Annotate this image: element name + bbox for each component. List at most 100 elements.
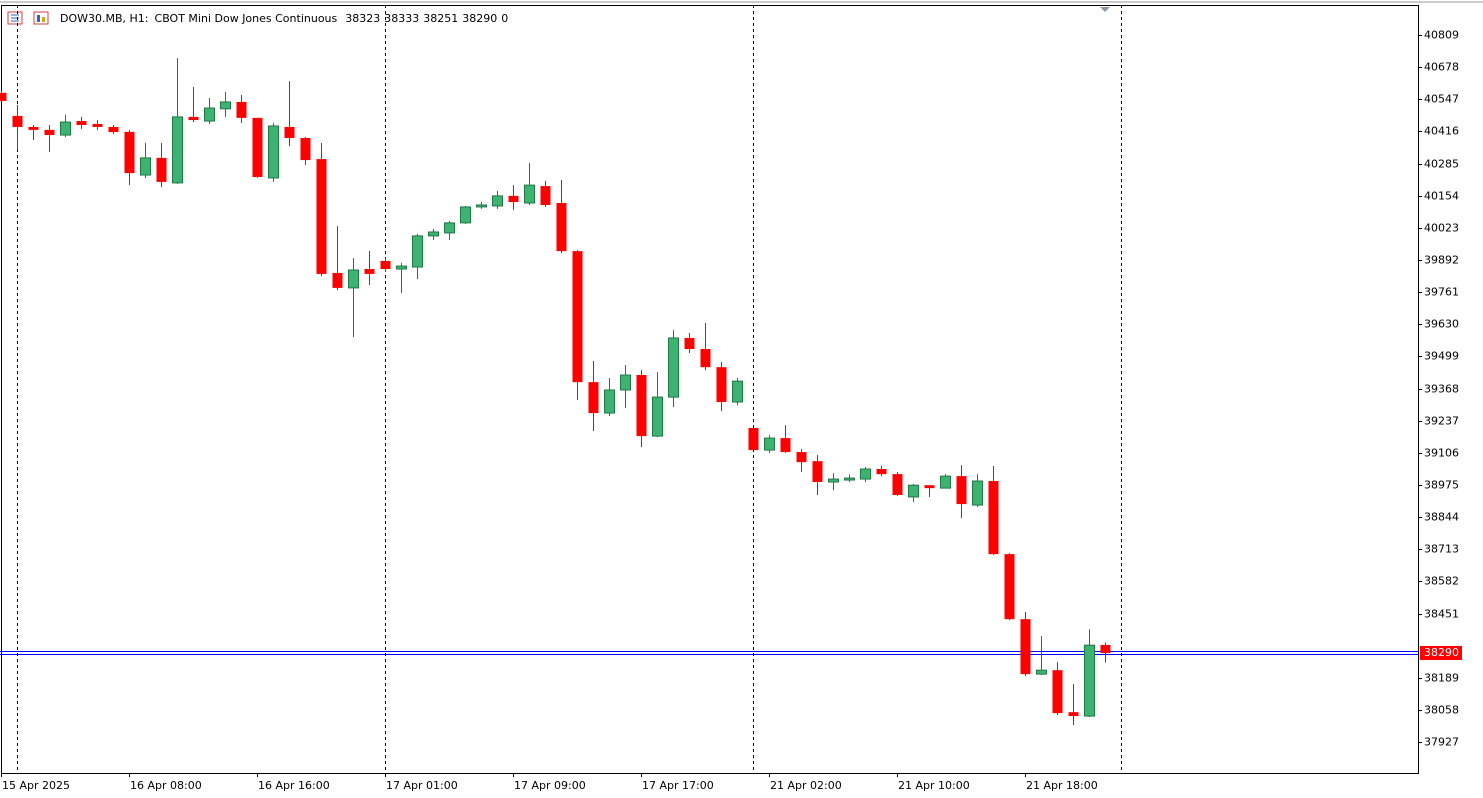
candle-body bbox=[668, 337, 679, 398]
candle-body bbox=[300, 137, 311, 161]
candle-body bbox=[28, 126, 39, 130]
candle-body bbox=[380, 260, 391, 270]
candle-body bbox=[524, 184, 535, 204]
candle-body bbox=[988, 481, 999, 555]
x-tick-label: 17 Apr 01:00 bbox=[386, 779, 458, 792]
x-tick-label: 16 Apr 08:00 bbox=[130, 779, 202, 792]
header-description: CBOT Mini Dow Jones Continuous bbox=[155, 12, 338, 25]
y-tick-label: 38975 bbox=[1424, 479, 1459, 492]
y-tick-label: 39630 bbox=[1424, 318, 1459, 331]
chart-header: DOW30.MB, H1: CBOT Mini Dow Jones Continu… bbox=[60, 12, 508, 25]
x-tick-label: 21 Apr 18:00 bbox=[1026, 779, 1098, 792]
y-tick-label: 40678 bbox=[1424, 61, 1459, 74]
candle-body bbox=[956, 476, 967, 505]
candle-body bbox=[1068, 712, 1079, 717]
shift-marker bbox=[1100, 7, 1110, 12]
candle-body bbox=[172, 116, 183, 184]
candle-body bbox=[780, 438, 791, 453]
candle-body bbox=[236, 101, 247, 118]
candle-body bbox=[188, 116, 199, 121]
x-tick-label: 17 Apr 09:00 bbox=[514, 779, 586, 792]
y-tick-label: 38058 bbox=[1424, 704, 1459, 717]
candle-body bbox=[716, 367, 727, 403]
candle-body bbox=[156, 157, 167, 182]
candle-body bbox=[972, 480, 983, 506]
y-tick-label: 38582 bbox=[1424, 575, 1459, 588]
candle-body bbox=[332, 272, 343, 288]
y-tick-label: 40416 bbox=[1424, 125, 1459, 138]
candle-body bbox=[1084, 644, 1095, 717]
candle-body bbox=[588, 382, 599, 414]
candle-body bbox=[844, 477, 855, 481]
candle-body bbox=[876, 468, 887, 475]
candle-body bbox=[604, 389, 615, 414]
candle-body bbox=[396, 265, 407, 270]
candle-body bbox=[44, 129, 55, 136]
candle-body bbox=[204, 107, 215, 122]
candle-body bbox=[252, 117, 263, 178]
candle-body bbox=[428, 231, 439, 237]
candle-body bbox=[860, 468, 871, 480]
candle-body bbox=[812, 461, 823, 482]
candle-body bbox=[908, 484, 919, 498]
candle-body bbox=[1036, 669, 1047, 675]
candle-body bbox=[828, 478, 839, 483]
header-value: 38333 bbox=[384, 12, 419, 25]
y-tick-label: 38451 bbox=[1424, 608, 1459, 621]
candle-body bbox=[508, 195, 519, 203]
x-tick-label: 15 Apr 2025 bbox=[2, 779, 70, 792]
candle-body bbox=[444, 222, 455, 234]
candle-body bbox=[1004, 554, 1015, 620]
candle-body bbox=[652, 396, 663, 437]
candle-body bbox=[1100, 644, 1111, 654]
candle-body bbox=[764, 437, 775, 451]
candle-body bbox=[476, 204, 487, 208]
header-value: 38323 bbox=[345, 12, 380, 25]
candle-body bbox=[460, 206, 471, 224]
y-tick-label: 38844 bbox=[1424, 511, 1459, 524]
candle-body bbox=[124, 131, 135, 174]
candle-body bbox=[92, 124, 103, 127]
candle-body bbox=[732, 380, 743, 403]
x-tick-label: 17 Apr 17:00 bbox=[642, 779, 714, 792]
candle-body bbox=[1052, 670, 1063, 714]
candle-body bbox=[108, 126, 119, 133]
candle-body bbox=[348, 269, 359, 289]
x-tick-label: 16 Apr 16:00 bbox=[258, 779, 330, 792]
y-tick-label: 38189 bbox=[1424, 672, 1459, 685]
candle-body bbox=[684, 337, 695, 350]
y-tick-label: 39368 bbox=[1424, 383, 1459, 396]
header-value: 0 bbox=[501, 12, 508, 25]
candle-body bbox=[140, 157, 151, 176]
y-tick-label: 40285 bbox=[1424, 158, 1459, 171]
candle-body bbox=[364, 269, 375, 274]
y-tick-label: 37927 bbox=[1424, 736, 1459, 749]
candle-body bbox=[284, 126, 295, 138]
candle-body bbox=[76, 121, 87, 125]
y-tick-label: 40547 bbox=[1424, 93, 1459, 106]
candle-body bbox=[924, 485, 935, 489]
candle-body bbox=[12, 115, 23, 127]
candle-body bbox=[492, 195, 503, 207]
y-tick-label: 40154 bbox=[1424, 190, 1459, 203]
y-tick-label: 39499 bbox=[1424, 350, 1459, 363]
candle-body bbox=[620, 374, 631, 391]
y-tick-label: 39237 bbox=[1424, 415, 1459, 428]
candle-body bbox=[1020, 619, 1031, 675]
y-tick-label: 39892 bbox=[1424, 254, 1459, 267]
candle-body bbox=[796, 452, 807, 463]
candle-body bbox=[540, 186, 551, 205]
price-label: 38290 bbox=[1424, 646, 1459, 659]
header-symbol: DOW30.MB, H1: bbox=[60, 12, 149, 25]
x-tick-label: 21 Apr 10:00 bbox=[898, 779, 970, 792]
candle-body bbox=[892, 474, 903, 495]
y-tick-label: 40023 bbox=[1424, 222, 1459, 235]
header-icons bbox=[7, 11, 49, 25]
header-value: 38290 bbox=[462, 12, 497, 25]
candle-body bbox=[268, 125, 279, 179]
x-tick-label: 21 Apr 02:00 bbox=[770, 779, 842, 792]
candle-body bbox=[940, 475, 951, 489]
candle-body bbox=[0, 92, 7, 101]
